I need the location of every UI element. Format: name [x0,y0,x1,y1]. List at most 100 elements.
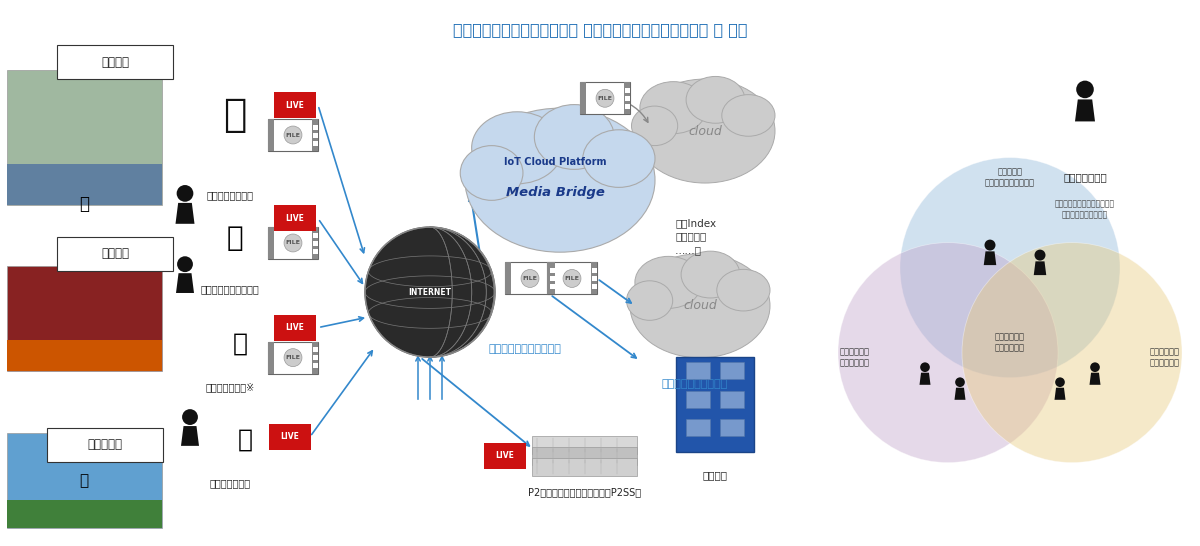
Text: 昼のニュース
番組スタッフ: 昼のニュース 番組スタッフ [840,348,870,367]
Text: 夕方・夜の
ニュース番組スタッフ: 夕方・夜の ニュース番組スタッフ [985,168,1034,188]
FancyBboxPatch shape [592,263,598,294]
Text: LIVE: LIVE [281,432,300,441]
Circle shape [962,242,1182,462]
Text: 🏟: 🏟 [79,473,89,489]
FancyBboxPatch shape [312,141,318,146]
FancyBboxPatch shape [676,357,754,452]
Polygon shape [176,273,194,293]
Text: 取材現場: 取材現場 [101,56,130,68]
Text: IoT Cloud Platform: IoT Cloud Platform [504,157,606,167]
FancyBboxPatch shape [47,428,163,462]
Circle shape [365,227,496,357]
Text: LIVE: LIVE [286,100,305,110]
Circle shape [176,185,193,202]
Text: P2ストリーミングサーバー（P2SS）: P2ストリーミングサーバー（P2SS） [528,487,642,497]
FancyBboxPatch shape [7,500,162,528]
Circle shape [284,349,302,366]
Circle shape [1090,363,1100,372]
Text: 各機能へのアクセス権限など
グループ管理にも対応: 各機能へのアクセス権限など グループ管理にも対応 [1055,199,1115,219]
Circle shape [900,158,1120,378]
FancyBboxPatch shape [268,342,274,373]
Text: LIVE: LIVE [496,452,515,460]
FancyBboxPatch shape [550,276,554,281]
Text: スタジアム: スタジアム [88,438,122,452]
FancyBboxPatch shape [580,82,630,114]
FancyBboxPatch shape [312,355,318,360]
FancyBboxPatch shape [312,342,318,373]
Text: 📱: 📱 [233,332,247,356]
Ellipse shape [534,105,614,169]
Polygon shape [984,251,996,265]
FancyBboxPatch shape [312,124,318,129]
FancyBboxPatch shape [268,119,274,151]
Circle shape [596,90,614,107]
Text: FILE: FILE [598,96,612,101]
FancyBboxPatch shape [686,362,709,379]
Text: クラウドシステム連携: クラウドシステム連携 [662,379,728,389]
FancyBboxPatch shape [274,314,316,341]
FancyBboxPatch shape [624,96,630,101]
Polygon shape [181,426,199,446]
Text: 朝のニュース
番組スタッフ: 朝のニュース 番組スタッフ [1150,348,1180,367]
FancyBboxPatch shape [547,263,553,294]
FancyBboxPatch shape [624,88,630,93]
FancyBboxPatch shape [312,133,318,138]
Circle shape [284,234,302,252]
Text: FILE: FILE [564,276,580,281]
Circle shape [178,256,193,272]
FancyBboxPatch shape [624,82,630,114]
Circle shape [521,270,539,287]
Ellipse shape [682,251,740,298]
Text: 📷: 📷 [223,96,247,134]
Text: スタッフ間で
データを共有: スタッフ間で データを共有 [995,333,1025,353]
FancyBboxPatch shape [56,45,173,79]
FancyBboxPatch shape [550,268,554,273]
Polygon shape [954,388,966,400]
Text: グループ管理者: グループ管理者 [1063,173,1106,182]
Ellipse shape [631,106,678,146]
FancyBboxPatch shape [312,233,318,238]
Circle shape [955,377,965,387]
Polygon shape [1055,388,1066,400]
Ellipse shape [716,269,770,311]
Text: 📱: 📱 [227,223,244,252]
Text: LIVE: LIVE [286,214,305,223]
Ellipse shape [686,76,745,123]
FancyBboxPatch shape [505,263,554,294]
FancyBboxPatch shape [312,227,318,259]
Text: スマートフォン※: スマートフォン※ [205,383,254,393]
Text: 🔥: 🔥 [79,195,89,213]
Circle shape [920,363,930,372]
Polygon shape [919,373,930,385]
Text: 📷: 📷 [238,428,252,452]
FancyBboxPatch shape [268,119,318,151]
FancyBboxPatch shape [274,205,316,232]
FancyBboxPatch shape [592,284,596,289]
FancyBboxPatch shape [550,284,554,289]
Text: cloud: cloud [688,124,722,138]
FancyBboxPatch shape [686,391,709,408]
Text: FILE: FILE [286,240,300,246]
FancyBboxPatch shape [312,119,318,151]
Ellipse shape [630,254,770,358]
FancyBboxPatch shape [505,263,511,294]
Text: リモートカメラ: リモートカメラ [210,478,251,488]
Ellipse shape [722,94,775,136]
FancyBboxPatch shape [547,263,598,294]
Circle shape [284,126,302,144]
FancyBboxPatch shape [312,249,318,253]
FancyBboxPatch shape [312,364,318,368]
FancyBboxPatch shape [7,164,162,205]
Text: 放送局等: 放送局等 [702,470,727,480]
FancyBboxPatch shape [533,458,637,476]
Polygon shape [1033,262,1046,275]
Circle shape [1055,377,1064,387]
FancyBboxPatch shape [312,241,318,246]
Polygon shape [175,203,194,224]
FancyBboxPatch shape [592,276,596,281]
FancyBboxPatch shape [720,362,744,379]
Text: ライブ映像自動ファイル化・ ファイル自動転送・素材管理 ・ 共有: ライブ映像自動ファイル化・ ファイル自動転送・素材管理 ・ 共有 [452,22,748,37]
Ellipse shape [583,130,655,187]
FancyBboxPatch shape [550,263,554,294]
Text: 自動Index
文字起こし
……等: 自動Index 文字起こし ……等 [674,218,716,255]
